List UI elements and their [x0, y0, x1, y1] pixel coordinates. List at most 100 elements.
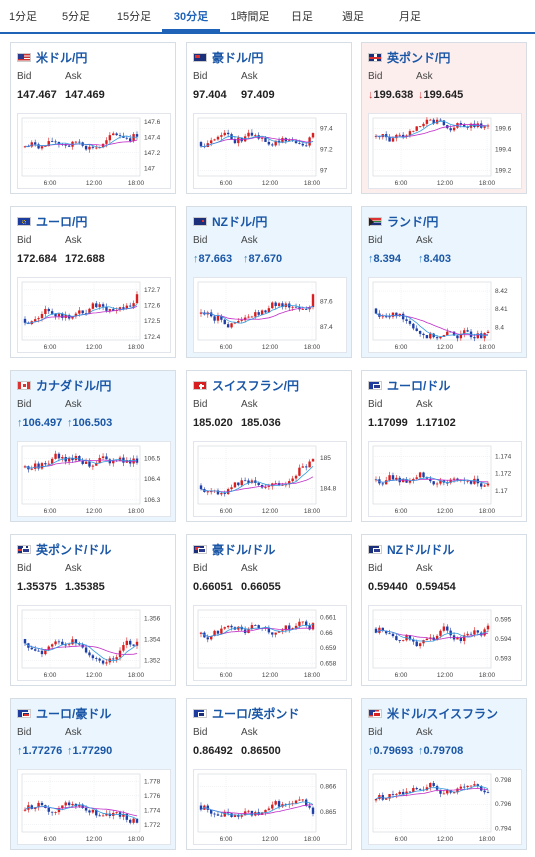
candle-body [37, 650, 40, 652]
pair-name[interactable]: 豪ドル/円 [212, 50, 264, 65]
rate-card[interactable]: ユーロ/円 Bid Ask 172.684 172.688 6:00 12:00 18:00 1… [10, 206, 176, 358]
rate-card[interactable]: ユーロ/英ポンド Bid Ask 0.86492 0.86500 6:00 12:00 18:… [186, 698, 352, 850]
mini-chart[interactable]: 6:00 12:00 18:00 185 184.8 [193, 441, 347, 517]
pair-name[interactable]: NZドル/円 [212, 214, 268, 229]
y-tick-label: 172.6 [144, 303, 161, 310]
rate-card[interactable]: NZドル/ドル Bid Ask 0.59440 0.59454 6:00 12:00 18:0… [361, 534, 527, 686]
ask-value: 1.17102 [416, 417, 456, 429]
rate-card[interactable]: NZドル/円 Bid Ask 87.663 87.670 6:00 12:00 18:00 87… [186, 206, 352, 358]
candle-body [463, 786, 466, 788]
candle-body [250, 316, 254, 318]
tab-3[interactable]: 30分足 [162, 0, 220, 32]
mini-chart[interactable]: 6:00 12:00 18:00 1.174 1.172 1.17 [368, 441, 522, 517]
pair-name[interactable]: 英ポンド/円 [387, 50, 451, 65]
pair-name[interactable]: NZドル/ドル [387, 542, 455, 557]
candle-body [381, 483, 384, 485]
candle-body [91, 303, 95, 309]
pair-name[interactable]: ユーロ/ドル [387, 378, 451, 393]
tab-0[interactable]: 1分足 [8, 11, 38, 23]
currency-flag-icon [193, 52, 207, 62]
pair-name[interactable]: ランド/円 [387, 214, 439, 229]
candle-body [452, 127, 456, 131]
x-tick-label: 12:00 [262, 672, 279, 679]
candle-body [101, 815, 105, 817]
rate-card[interactable]: 英ポンド/ドル Bid Ask 1.35375 1.35385 6:00 12:00 18:0… [10, 534, 176, 686]
candlestick-chart: 6:00 12:00 18:00 0.661 0.66 0.659 0.658 [197, 609, 337, 679]
mini-chart[interactable]: 6:00 12:00 18:00 1.778 1.776 1.774 1.772 [17, 769, 171, 845]
mini-chart[interactable]: 6:00 12:00 18:00 199.6 199.4 199.2 [368, 113, 522, 189]
candle-body [418, 330, 422, 334]
mini-chart[interactable]: 6:00 12:00 18:00 97.4 97.2 97 [193, 113, 347, 189]
mini-chart[interactable]: 6:00 12:00 18:00 0.866 0.865 [193, 769, 347, 845]
pair-name[interactable]: 米ドル/スイスフラン [387, 706, 498, 721]
pair-name[interactable]: 米ドル/円 [36, 50, 88, 65]
candle-body [415, 328, 418, 331]
x-tick-label: 6:00 [395, 180, 408, 187]
tab-1[interactable]: 5分足 [61, 11, 91, 23]
pair-name[interactable]: ユーロ/円 [36, 214, 88, 229]
candle-body [374, 628, 378, 633]
x-tick-label: 18:00 [304, 672, 321, 679]
mini-chart[interactable]: 6:00 12:00 18:00 106.5 106.4 106.3 [17, 441, 171, 517]
tab-4[interactable]: 1時間足 [230, 11, 270, 23]
rate-card[interactable]: ユーロ/ドル Bid Ask 1.17099 1.17102 6:00 12:00 18:00… [361, 370, 527, 522]
candle-body [452, 478, 456, 480]
pair-name[interactable]: ユーロ/英ポンド [212, 706, 300, 721]
rate-card[interactable]: ランド/円 Bid Ask 8.394 8.403 6:00 12:00 18:00 8.42 8… [361, 206, 527, 358]
candle-body [466, 785, 469, 788]
candle-body [435, 337, 439, 339]
mini-chart[interactable]: 6:00 12:00 18:00 172.7 172.6 172.5 172.4 [17, 277, 171, 353]
tab-7[interactable]: 月足 [399, 11, 421, 23]
rate-card[interactable]: 英ポンド/円 Bid Ask199.638 199.645 6:00 12:00 18:00… [361, 42, 527, 194]
bid-value: 0.79693 [368, 745, 414, 757]
candle-body [213, 630, 216, 636]
tab-6[interactable]: 週足 [342, 11, 364, 23]
candle-body [476, 333, 480, 339]
x-tick-label: 18:00 [304, 180, 321, 187]
plot-area [197, 445, 317, 505]
bid-label: Bid [368, 399, 383, 410]
pair-name[interactable]: スイスフラン/円 [212, 378, 299, 393]
mini-chart[interactable]: 6:00 12:00 18:00 0.798 0.796 0.794 [368, 769, 522, 845]
plot-area [21, 117, 141, 177]
candle-body [50, 811, 54, 813]
ask-value: 0.66055 [241, 581, 281, 593]
rate-card[interactable]: カナダドル/円 Bid Ask106.497 106.503 6:00 12:00 18:0… [10, 370, 176, 522]
candle-body [115, 133, 118, 136]
ask-label: Ask [416, 727, 433, 738]
tab-2[interactable]: 15分足 [116, 11, 152, 23]
bid-value: 97.404 [193, 89, 227, 101]
mini-chart[interactable]: 6:00 12:00 18:00 147.6 147.4 147.2 147 [17, 113, 171, 189]
rate-card[interactable]: 豪ドル/ドル Bid Ask 0.66051 0.66055 6:00 12:00 18:00… [186, 534, 352, 686]
pair-name[interactable]: ユーロ/豪ドル [36, 706, 112, 721]
candle-body [71, 457, 74, 461]
candle-body [305, 145, 308, 147]
pair-name[interactable]: 英ポンド/ドル [36, 542, 112, 557]
candle-body [50, 311, 54, 314]
ask-value: 106.503 [67, 417, 113, 429]
candle-body [67, 644, 71, 646]
rate-card[interactable]: 米ドル/円 Bid Ask 147.467 147.469 6:00 12:00 18:00 1… [10, 42, 176, 194]
candle-body [301, 309, 305, 310]
mini-chart[interactable]: 6:00 12:00 18:00 8.42 8.41 8.4 [368, 277, 522, 353]
mini-chart[interactable]: 6:00 12:00 18:00 0.595 0.594 0.593 [368, 605, 522, 681]
candle-body [486, 625, 490, 630]
x-tick-label: 12:00 [437, 344, 454, 351]
pair-name[interactable]: カナダドル/円 [36, 378, 112, 393]
candle-body [71, 316, 74, 319]
mini-chart[interactable]: 6:00 12:00 18:00 1.356 1.354 1.352 [17, 605, 171, 681]
candle-body [415, 641, 418, 647]
rate-card[interactable]: スイスフラン/円 Bid Ask 185.020 185.036 6:00 12:00 18:… [186, 370, 352, 522]
moving-average-short [24, 135, 138, 148]
tab-5[interactable]: 日足 [291, 11, 313, 23]
mini-chart[interactable]: 6:00 12:00 18:00 87.6 87.4 [193, 277, 347, 353]
mini-chart[interactable]: 6:00 12:00 18:00 0.661 0.66 0.659 0.658 [193, 605, 347, 681]
candle-body [395, 134, 398, 139]
pair-name[interactable]: 豪ドル/ドル [212, 542, 276, 557]
candle-body [247, 480, 250, 483]
candle-body [206, 637, 209, 640]
rate-card[interactable]: 豪ドル/円 Bid Ask 97.404 97.409 6:00 12:00 18:00 97.… [186, 42, 352, 194]
candle-body [78, 643, 81, 645]
